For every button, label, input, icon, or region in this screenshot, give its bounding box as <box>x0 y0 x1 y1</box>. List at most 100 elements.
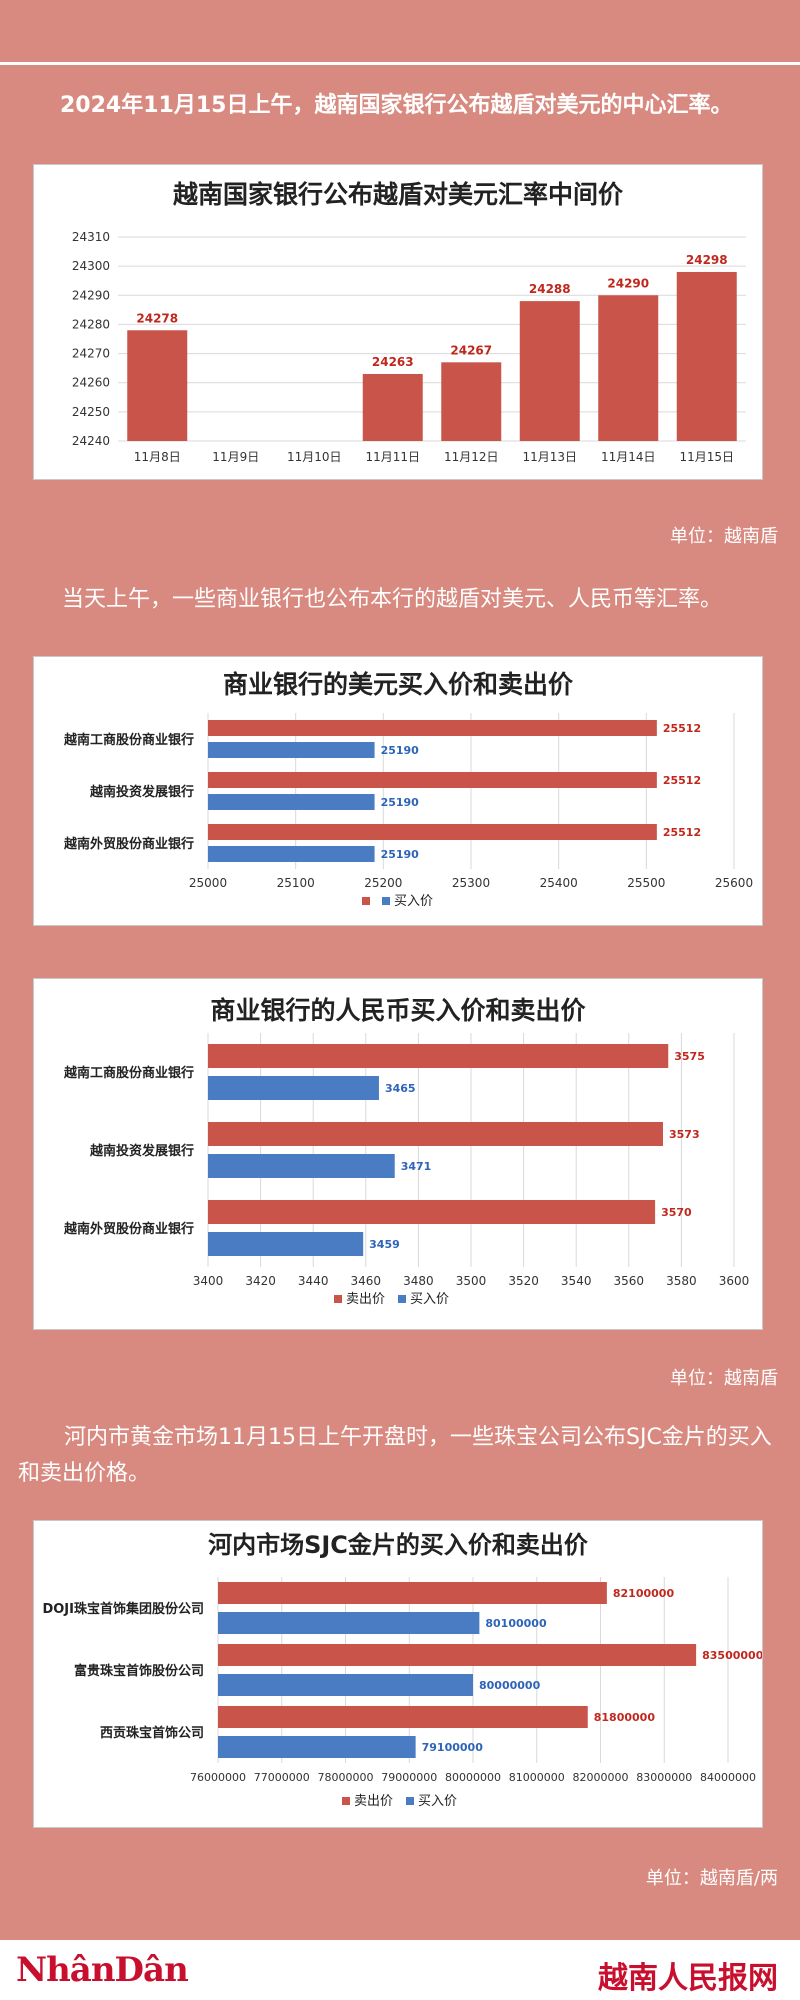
bar <box>676 271 737 441</box>
bar <box>208 1122 663 1146</box>
bar <box>208 1076 379 1100</box>
unit-label-1: 单位：越南盾 <box>670 526 778 547</box>
bar <box>208 720 657 736</box>
legend-swatch <box>382 897 390 905</box>
x-tick-label: 77000000 <box>254 1771 310 1784</box>
data-label: 79100000 <box>422 1741 484 1754</box>
category-label: 富贵珠宝首饰股份公司 <box>74 1663 204 1679</box>
data-label: 3471 <box>401 1160 432 1173</box>
chart-panel-central-rate: 越南国家银行公布越盾对美元汇率中间价 24240 24250 24260 24270 24… <box>33 164 763 480</box>
bar <box>127 330 188 441</box>
x-tick-label: 80000000 <box>445 1771 501 1784</box>
category-label: 越南投资发展银行 <box>89 784 194 800</box>
bar <box>208 1044 669 1068</box>
x-tick-label: 3600 <box>719 1274 750 1288</box>
category-label: 越南外贸股份商业银行 <box>63 836 194 852</box>
category-label: 越南投资发展银行 <box>89 1143 194 1159</box>
bar <box>218 1706 588 1728</box>
unit-label-2: 单位：越南盾 <box>670 1368 778 1389</box>
y-tick-label: 24300 <box>72 259 110 273</box>
y-tick-label: 24260 <box>72 376 110 390</box>
nhandan-logo: NhânDân <box>16 1950 189 1990</box>
x-tick-label: 11月14日 <box>601 450 656 464</box>
x-tick-label: 11月9日 <box>212 450 259 464</box>
x-tick-label: 3540 <box>561 1274 592 1288</box>
x-tick-label: 3560 <box>614 1274 645 1288</box>
legend-label: 卖出价 <box>346 1292 385 1307</box>
chart-panel-usd: 商业银行的美元买入价和卖出价 25000 25100 25200 25300 25400 2… <box>33 656 763 926</box>
x-tick-label: 79000000 <box>381 1771 437 1784</box>
x-tick-label: 76000000 <box>190 1771 246 1784</box>
chart-title: 商业银行的美元买入价和卖出价 <box>223 670 574 699</box>
bar <box>208 772 657 788</box>
x-tick-label: 11月12日 <box>444 450 499 464</box>
bar <box>208 794 375 810</box>
data-label: 3575 <box>674 1050 705 1063</box>
data-label: 24263 <box>372 355 414 369</box>
data-label: 3573 <box>669 1128 700 1141</box>
x-tick-label: 25100 <box>277 876 315 890</box>
data-label: 25190 <box>381 744 420 757</box>
legend-swatch <box>362 897 370 905</box>
chart-usd-rates: 商业银行的美元买入价和卖出价 25000 25100 25200 25300 25400 2… <box>63 670 753 909</box>
footer-bar <box>0 1940 800 2000</box>
y-tick-label: 24250 <box>72 405 110 419</box>
x-tick-label: 3580 <box>666 1274 697 1288</box>
category-label: 越南工商股份商业银行 <box>63 1065 194 1081</box>
chart-central-rate: 越南国家银行公布越盾对美元汇率中间价 24240 24250 24260 24270 24… <box>72 180 746 464</box>
data-label: 3459 <box>369 1238 400 1251</box>
x-tick-label: 78000000 <box>318 1771 374 1784</box>
y-tick-label: 24290 <box>72 288 110 302</box>
category-label: 越南外贸股份商业银行 <box>63 1221 194 1237</box>
x-tick-label: 25000 <box>189 876 227 890</box>
x-tick-label: 3520 <box>508 1274 539 1288</box>
bar <box>208 742 375 758</box>
category-label: DOJI珠宝首饰集团股份公司 <box>42 1601 204 1617</box>
x-tick-label: 84000000 <box>700 1771 756 1784</box>
data-label: 80000000 <box>479 1679 541 1692</box>
bar <box>218 1736 416 1758</box>
bar <box>208 1154 395 1178</box>
bar <box>218 1582 607 1604</box>
chart-title: 河内市场SJC金片的买入价和卖出价 <box>208 1531 589 1559</box>
x-tick-label: 3440 <box>298 1274 329 1288</box>
data-label: 24267 <box>450 343 492 357</box>
legend-label: 买入价 <box>394 894 433 909</box>
x-tick-label: 3420 <box>245 1274 276 1288</box>
x-tick-label: 25600 <box>715 876 753 890</box>
intro-paragraph-2: 当天上午，一些商业银行也公布本行的越盾对美元、人民币等汇率。 <box>62 587 723 612</box>
data-label: 24278 <box>136 311 178 325</box>
legend-swatch <box>342 1797 350 1805</box>
bar <box>208 1200 656 1224</box>
data-label: 83500000 <box>702 1649 762 1662</box>
x-tick-label: 3480 <box>403 1274 434 1288</box>
bar <box>218 1674 473 1696</box>
x-tick-label: 11月15日 <box>679 450 734 464</box>
category-label: 越南工商股份商业银行 <box>63 732 194 748</box>
data-label: 25512 <box>663 826 701 839</box>
data-label: 81800000 <box>594 1711 656 1724</box>
category-label: 西贡珠宝首饰公司 <box>100 1725 204 1741</box>
x-tick-label: 3400 <box>193 1274 224 1288</box>
x-tick-label: 11月8日 <box>134 450 181 464</box>
legend-label: 买入价 <box>418 1794 457 1809</box>
bar <box>208 1232 364 1256</box>
bar <box>208 846 375 862</box>
data-label: 3570 <box>661 1206 692 1219</box>
bar <box>218 1644 697 1666</box>
data-label: 3465 <box>385 1082 416 1095</box>
x-tick-label: 81000000 <box>509 1771 565 1784</box>
data-label: 80100000 <box>485 1617 547 1630</box>
x-tick-label: 3460 <box>351 1274 382 1288</box>
chart-panel-gold: 河内市场SJC金片的买入价和卖出价 76000000 77000000 7800000… <box>33 1520 763 1828</box>
y-tick-label: 24240 <box>72 434 110 448</box>
data-label: 24288 <box>529 282 571 296</box>
y-tick-label: 24310 <box>72 230 110 244</box>
y-tick-label: 24270 <box>72 347 110 361</box>
intro-paragraph-3: 河内市黄金市场11月15日上午开盘时，一些珠宝公司公布SJC金片的买入和卖出价格… <box>18 1425 772 1486</box>
data-label: 82100000 <box>613 1587 675 1600</box>
x-tick-label: 25200 <box>364 876 402 890</box>
data-label: 24298 <box>686 253 728 267</box>
data-label: 25512 <box>663 722 701 735</box>
unit-label-3: 单位：越南盾/两 <box>645 1868 778 1889</box>
